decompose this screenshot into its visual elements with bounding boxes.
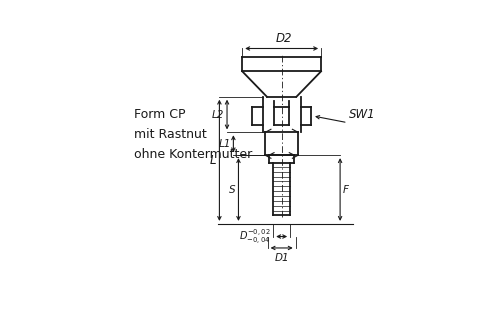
Text: L: L: [210, 154, 216, 167]
Text: D1: D1: [274, 252, 289, 263]
Text: L2: L2: [212, 110, 224, 119]
Text: L1: L1: [218, 139, 231, 149]
Text: D2: D2: [276, 32, 292, 46]
Text: F: F: [343, 184, 349, 194]
Text: $D^{-0,02}_{-0,04}$: $D^{-0,02}_{-0,04}$: [239, 227, 270, 246]
Text: Form CP
mit Rastnut
ohne Kontermutter: Form CP mit Rastnut ohne Kontermutter: [134, 108, 252, 161]
Text: SW1: SW1: [349, 108, 376, 121]
Text: S: S: [230, 184, 236, 194]
